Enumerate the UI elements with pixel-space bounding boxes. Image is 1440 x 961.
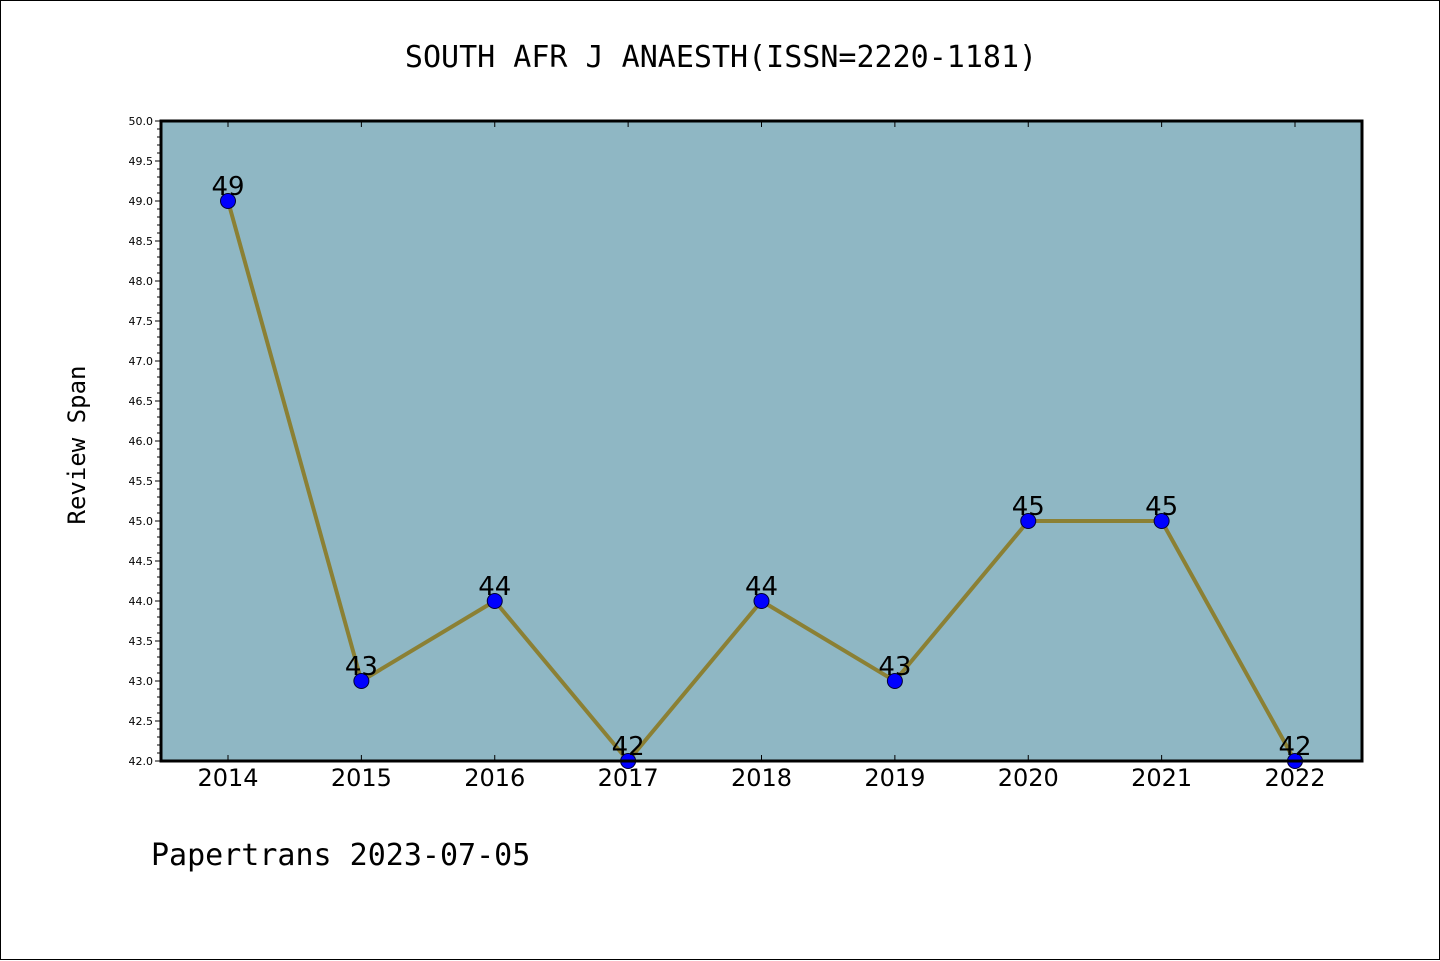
x-tick-label: 2020 bbox=[998, 764, 1059, 792]
y-tick-label: 44.5 bbox=[129, 555, 154, 568]
data-label: 45 bbox=[1145, 492, 1178, 522]
data-point-marker bbox=[353, 673, 370, 689]
y-tick-label: 45.0 bbox=[129, 515, 154, 528]
y-tick-label: 47.0 bbox=[129, 355, 154, 368]
data-point-marker bbox=[486, 593, 503, 609]
y-tick-label: 50.0 bbox=[129, 115, 154, 128]
y-tick-label: 43.0 bbox=[129, 675, 154, 688]
y-tick-label: 43.5 bbox=[129, 635, 154, 648]
data-point-marker bbox=[220, 193, 236, 209]
y-axis-label: Review Span bbox=[63, 366, 91, 525]
x-tick-label: 2018 bbox=[731, 764, 792, 792]
data-label: 42 bbox=[612, 732, 645, 762]
footer-watermark: Papertrans 2023-07-05 bbox=[151, 838, 530, 873]
data-point-marker bbox=[886, 673, 903, 689]
data-label: 43 bbox=[878, 652, 911, 682]
data-label: 49 bbox=[211, 172, 244, 202]
y-tick-label: 42.0 bbox=[129, 755, 154, 768]
data-point-marker bbox=[1020, 513, 1037, 529]
y-tick-label: 48.0 bbox=[129, 275, 154, 288]
x-tick-label: 2015 bbox=[331, 764, 392, 792]
x-tick-label: 2016 bbox=[464, 764, 525, 792]
y-tick-label: 44.0 bbox=[129, 595, 154, 608]
data-label: 43 bbox=[345, 652, 378, 682]
y-tick-label: 48.5 bbox=[129, 235, 154, 248]
y-tick-label: 46.5 bbox=[129, 395, 154, 408]
x-axis-ticks: 2014 2015 2016 2017 2018 2019 2020 2021 2022 bbox=[197, 121, 1326, 792]
x-tick-label: 2019 bbox=[864, 764, 925, 792]
y-axis-ticks: 42.0 42.5 43.0 43.5 44.0 44.5 45.0 45.5 46.0 46.5… bbox=[129, 115, 161, 768]
y-tick-label: 45.5 bbox=[129, 475, 154, 488]
data-point-marker bbox=[1153, 513, 1170, 529]
data-label: 44 bbox=[745, 572, 778, 602]
chart-title: SOUTH AFR J ANAESTH(ISSN=2220-1181) bbox=[405, 40, 1037, 75]
y-tick-label: 47.5 bbox=[129, 315, 154, 328]
y-tick-label: 42.5 bbox=[129, 715, 154, 728]
y-tick-label: 46.0 bbox=[129, 435, 154, 448]
plot-area bbox=[161, 121, 1362, 761]
data-label: 42 bbox=[1278, 732, 1311, 762]
plot-border bbox=[159, 119, 1364, 763]
y-tick-label: 49.5 bbox=[129, 155, 154, 168]
y-tick-label: 49.0 bbox=[129, 195, 154, 208]
data-label: 45 bbox=[1012, 492, 1045, 522]
x-tick-label: 2021 bbox=[1131, 764, 1192, 792]
data-point-marker bbox=[753, 593, 770, 609]
data-label: 44 bbox=[478, 572, 511, 602]
x-tick-label: 2014 bbox=[197, 764, 258, 792]
